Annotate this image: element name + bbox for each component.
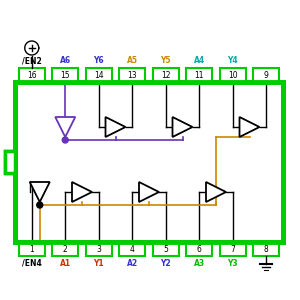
Text: 3: 3	[96, 244, 101, 253]
Bar	[19, 68, 45, 82]
Text: 14: 14	[94, 70, 104, 80]
Text: A1: A1	[60, 259, 71, 268]
Bar	[86, 242, 112, 256]
Text: Y3: Y3	[227, 259, 238, 268]
Bar	[153, 242, 179, 256]
Bar	[15, 82, 283, 242]
Text: 8: 8	[264, 244, 268, 253]
Text: Y4: Y4	[227, 56, 238, 65]
Bar	[52, 68, 78, 82]
Text: 5: 5	[163, 244, 168, 253]
Text: 11: 11	[194, 70, 204, 80]
Text: Y6: Y6	[93, 56, 104, 65]
Bar	[86, 68, 112, 82]
Circle shape	[62, 137, 68, 143]
Text: 7: 7	[230, 244, 235, 253]
Polygon shape	[72, 182, 92, 202]
Bar	[19, 242, 45, 256]
Polygon shape	[172, 117, 193, 137]
Text: 9: 9	[264, 70, 269, 80]
Circle shape	[37, 202, 43, 208]
Bar	[253, 68, 279, 82]
Bar	[220, 68, 246, 82]
Bar	[52, 242, 78, 256]
Bar	[15, 82, 283, 242]
Text: A6: A6	[60, 56, 71, 65]
Polygon shape	[106, 117, 125, 137]
Bar	[153, 68, 179, 82]
Bar	[220, 242, 246, 256]
Text: 12: 12	[161, 70, 170, 80]
Bar	[253, 242, 279, 256]
Polygon shape	[55, 117, 75, 137]
Text: A4: A4	[194, 56, 205, 65]
Text: /EN2: /EN2	[22, 56, 42, 65]
Polygon shape	[239, 117, 260, 137]
Bar	[119, 242, 145, 256]
Text: 4: 4	[130, 244, 135, 253]
Text: 6: 6	[197, 244, 202, 253]
Text: A2: A2	[127, 259, 138, 268]
Polygon shape	[139, 182, 159, 202]
Text: /EN4: /EN4	[22, 259, 42, 268]
Polygon shape	[206, 182, 226, 202]
Text: Y5: Y5	[160, 56, 171, 65]
Text: Y1: Y1	[93, 259, 104, 268]
Polygon shape	[30, 182, 50, 202]
Text: A5: A5	[127, 56, 138, 65]
Text: 13: 13	[128, 70, 137, 80]
Bar	[119, 68, 145, 82]
Text: Y2: Y2	[160, 259, 171, 268]
Text: A3: A3	[194, 259, 205, 268]
Text: 16: 16	[27, 70, 37, 80]
Bar	[5, 151, 15, 173]
Text: 1: 1	[29, 244, 34, 253]
Bar	[186, 68, 212, 82]
Text: 10: 10	[228, 70, 238, 80]
Text: 2: 2	[63, 244, 68, 253]
Bar	[5, 151, 15, 173]
Bar	[186, 242, 212, 256]
Text: 15: 15	[60, 70, 70, 80]
